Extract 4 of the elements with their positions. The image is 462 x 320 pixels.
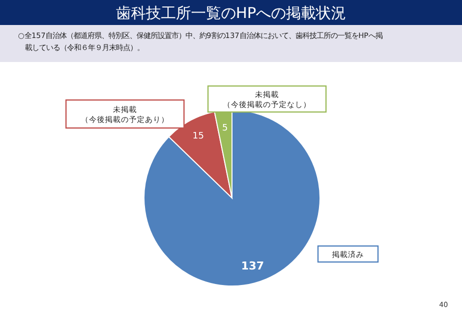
data-label: 137 [241, 260, 264, 273]
data-label: 5 [222, 123, 228, 134]
data-label: 15 [192, 132, 204, 142]
chart-title: 歯科技工所一覧のHPへの掲載状況 [116, 4, 346, 22]
